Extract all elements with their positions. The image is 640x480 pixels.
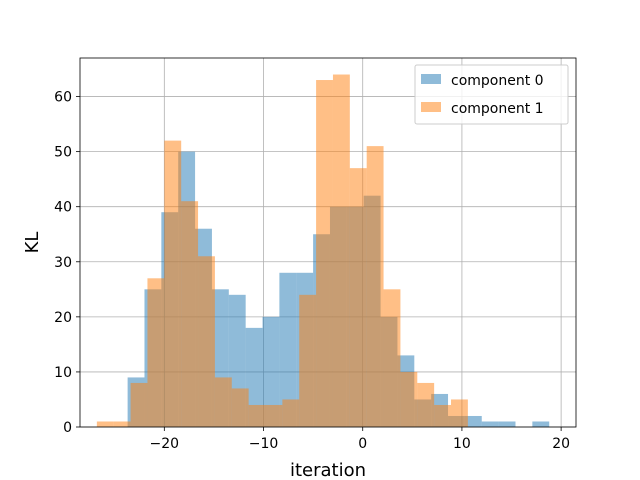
histogram-bar-component-1 bbox=[181, 201, 199, 427]
histogram-bar-component-0 bbox=[532, 421, 550, 427]
histogram-bar-component-1 bbox=[265, 404, 283, 427]
x-axis-ticks: −20 −10 0 10 20 bbox=[150, 427, 570, 452]
histogram-bar-component-0 bbox=[498, 421, 516, 427]
histogram-bar-component-1 bbox=[451, 399, 468, 427]
histogram-bar-component-1 bbox=[164, 140, 182, 427]
y-tick-label: 10 bbox=[54, 365, 72, 381]
x-tick-label: −10 bbox=[249, 436, 279, 452]
x-tick-label: 20 bbox=[552, 436, 570, 452]
histogram-bar-component-1 bbox=[198, 256, 215, 427]
legend-label-component-1: component 1 bbox=[451, 101, 544, 117]
histogram-bar-component-1 bbox=[332, 74, 350, 427]
x-tick-label: −20 bbox=[150, 436, 180, 452]
histogram-bar-component-1 bbox=[113, 421, 131, 427]
histogram-bar-component-1 bbox=[214, 377, 232, 427]
x-tick-label: 10 bbox=[453, 436, 471, 452]
legend-label-component-0: component 0 bbox=[451, 73, 544, 89]
legend-swatch-component-0 bbox=[421, 74, 441, 84]
y-tick-label: 0 bbox=[63, 420, 72, 436]
histogram-bar-component-1 bbox=[231, 388, 249, 427]
y-tick-label: 60 bbox=[54, 90, 72, 106]
histogram-bar-component-1 bbox=[248, 404, 266, 427]
histogram-bar-component-1 bbox=[147, 278, 165, 427]
histogram-bar-component-0 bbox=[279, 272, 297, 427]
legend: component 0 component 1 bbox=[414, 64, 569, 125]
histogram-bar-component-1 bbox=[130, 382, 148, 427]
x-tick-label: 0 bbox=[358, 436, 367, 452]
histogram-bar-component-0 bbox=[262, 316, 280, 427]
y-axis-label: KL bbox=[22, 232, 43, 254]
histogram-bars bbox=[96, 74, 550, 428]
legend-box bbox=[414, 64, 569, 125]
histogram-bar-component-0 bbox=[481, 421, 499, 427]
histogram-bar-component-1 bbox=[383, 289, 401, 427]
histogram-bar-component-1 bbox=[349, 168, 367, 428]
histogram-bar-component-1 bbox=[282, 399, 300, 427]
legend-swatch-component-1 bbox=[421, 102, 441, 112]
histogram-bar-component-1 bbox=[417, 382, 435, 427]
histogram-bar-component-1 bbox=[299, 294, 317, 427]
x-axis-label: iteration bbox=[290, 460, 366, 480]
histogram-bar-component-1 bbox=[366, 146, 384, 428]
histogram-bar-component-1 bbox=[400, 371, 418, 427]
y-tick-label: 40 bbox=[54, 200, 72, 216]
histogram-bar-component-1 bbox=[434, 404, 452, 427]
y-tick-label: 30 bbox=[54, 255, 72, 271]
y-axis-ticks: 0 10 20 30 40 50 60 bbox=[54, 90, 80, 436]
histogram-bar-component-0 bbox=[464, 415, 482, 427]
histogram-bar-component-0 bbox=[245, 327, 263, 427]
histogram-bar-component-1 bbox=[316, 80, 333, 428]
plot-frame bbox=[79, 57, 577, 428]
y-tick-label: 50 bbox=[54, 145, 72, 161]
histogram-bar-component-1 bbox=[96, 421, 114, 427]
y-tick-label: 20 bbox=[54, 310, 72, 326]
